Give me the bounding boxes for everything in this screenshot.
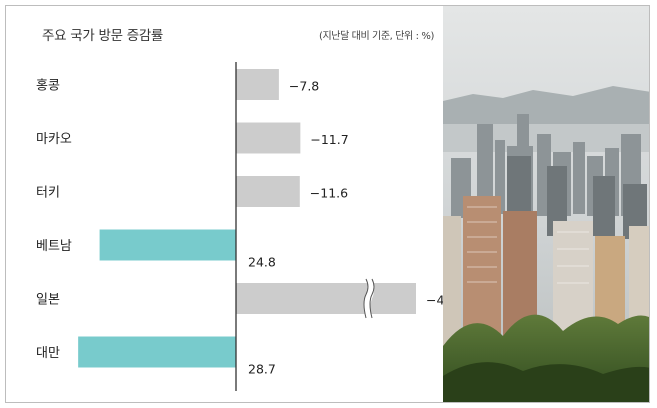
infographic-frame: 주요 국가 방문 증감률 (지난달 대비 기준, 단위 : %) 홍콩 −7.8 마… (5, 5, 650, 403)
bar-chart: 홍콩 −7.8 마카오 −11.7 터키 −11.6 베트남 24.8 일본 −45.0 대만 28.… (36, 62, 443, 391)
category-label: 일본 (36, 293, 60, 308)
value-label: 24.8 (248, 255, 276, 270)
category-label: 터키 (36, 186, 60, 201)
chart-title: 주요 국가 방문 증감률 (42, 28, 164, 44)
value-label: −11.6 (310, 186, 348, 201)
value-label: −7.8 (289, 79, 319, 94)
category-label: 홍콩 (36, 79, 60, 94)
bar (99, 229, 236, 261)
value-label: −11.7 (310, 132, 348, 147)
value-label: 28.7 (248, 362, 276, 377)
category-label: 대만 (36, 346, 60, 361)
axis-break-mark (363, 278, 369, 319)
category-label: 마카오 (36, 132, 72, 147)
axis-break-mark (369, 278, 375, 319)
value-label: −45.0 (426, 293, 443, 308)
bar (236, 283, 416, 314)
bar (236, 122, 301, 154)
category-label: 베트남 (36, 239, 72, 254)
bar (236, 176, 300, 207)
city-skyline-photo (443, 6, 649, 402)
bar (78, 336, 237, 368)
chart-unit-note: (지난달 대비 기준, 단위 : %) (319, 31, 434, 42)
axis-break-gap (364, 279, 374, 318)
bar (236, 69, 279, 100)
